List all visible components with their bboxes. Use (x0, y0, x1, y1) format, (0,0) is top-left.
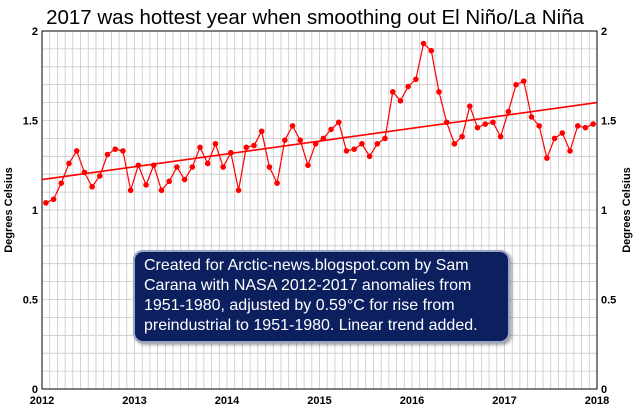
y-tick-label-left: 1.5 (23, 116, 38, 128)
data-point (335, 119, 342, 126)
data-point (520, 78, 527, 84)
data-point (320, 135, 327, 142)
data-point (351, 146, 357, 152)
data-point (305, 162, 311, 169)
data-point (551, 135, 558, 142)
data-point (228, 149, 234, 156)
data-point (559, 130, 566, 136)
data-point (274, 180, 280, 186)
data-point (235, 187, 242, 194)
data-point (428, 47, 435, 54)
series-line (45, 42, 594, 204)
data-point (81, 169, 88, 176)
x-tick-label: 2012 (30, 395, 54, 407)
y-tick-label-left: 0.5 (23, 295, 38, 307)
data-point (97, 173, 103, 179)
data-point (467, 103, 473, 109)
data-point (359, 140, 365, 147)
data-point (43, 200, 49, 206)
data-point (189, 164, 196, 170)
data-point (443, 119, 450, 126)
data-point (482, 121, 489, 127)
data-point (474, 124, 481, 131)
x-tick-label: 2014 (215, 395, 240, 407)
data-point (120, 148, 126, 154)
data-point (343, 148, 350, 154)
data-point (197, 144, 203, 151)
data-point (143, 182, 149, 188)
data-point (158, 187, 165, 194)
data-point (536, 123, 542, 129)
data-point (366, 153, 373, 160)
data-point (397, 98, 404, 104)
data-point (436, 89, 442, 95)
data-point (490, 119, 496, 126)
data-points (43, 40, 596, 206)
data-point (582, 124, 589, 131)
data-point (150, 162, 157, 169)
data-point (528, 114, 535, 120)
plot-frame (41, 30, 598, 390)
y-axis-label-right: Degrees Celsius (621, 167, 633, 253)
data-point (282, 137, 288, 143)
data-point (243, 144, 250, 151)
chart-title: 2017 was hottest year when smoothing out… (46, 6, 584, 29)
y-tick-label-right: 0 (601, 384, 607, 396)
data-point (374, 140, 381, 147)
data-point (66, 160, 72, 167)
data-point (420, 40, 427, 47)
data-point (112, 146, 119, 152)
annotation-text: Created for Arctic-news.blogspot.com by … (144, 257, 478, 334)
data-point (405, 83, 411, 90)
data-point (590, 121, 596, 127)
data-point (58, 180, 65, 186)
data-point (505, 108, 512, 115)
data-point (174, 164, 180, 170)
y-tick-label-left: 0 (32, 384, 38, 396)
data-point (73, 148, 80, 154)
data-point (328, 126, 334, 133)
data-point (513, 81, 519, 88)
data-point (451, 140, 458, 147)
data-point (497, 133, 504, 140)
data-point (166, 178, 172, 185)
data-point (413, 76, 419, 83)
data-point (220, 164, 226, 170)
data-point (266, 164, 273, 170)
y-tick-label-left: 1 (32, 205, 38, 217)
data-point (382, 135, 388, 142)
data-point (251, 142, 257, 149)
data-point (135, 162, 142, 169)
x-tick-label: 2018 (585, 395, 609, 407)
y-tick-label-right: 2 (601, 26, 607, 38)
data-point (312, 140, 319, 147)
data-point (104, 151, 111, 158)
x-tick-label: 2013 (122, 395, 146, 407)
data-point (544, 155, 550, 161)
y-axis-label-left: Degrees Celsius (3, 167, 15, 253)
data-point (574, 123, 581, 129)
data-point (297, 137, 304, 143)
y-tick-label-right: 1 (601, 205, 607, 217)
data-point (212, 140, 219, 147)
annotation-box: Created for Arctic-news.blogspot.com by … (133, 250, 510, 343)
data-point (258, 128, 265, 135)
data-point (459, 133, 465, 140)
data-point (567, 148, 573, 154)
data-point (389, 89, 396, 95)
data-point (50, 196, 57, 203)
y-tick-label-right: 0.5 (601, 295, 616, 307)
x-tick-label: 2016 (400, 395, 424, 407)
data-point (127, 187, 134, 194)
x-tick-label: 2015 (307, 395, 331, 407)
y-tick-label-left: 2 (32, 26, 38, 38)
data-point (181, 176, 188, 183)
data-point (204, 160, 211, 167)
data-point (89, 183, 95, 190)
x-tick-label: 2017 (492, 395, 516, 407)
data-point (289, 123, 296, 129)
y-tick-label-right: 1.5 (601, 116, 616, 128)
